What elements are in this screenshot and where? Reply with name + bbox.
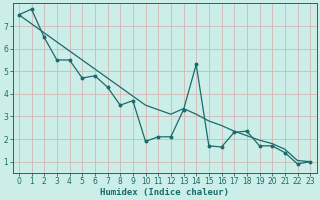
X-axis label: Humidex (Indice chaleur): Humidex (Indice chaleur) (100, 188, 229, 197)
